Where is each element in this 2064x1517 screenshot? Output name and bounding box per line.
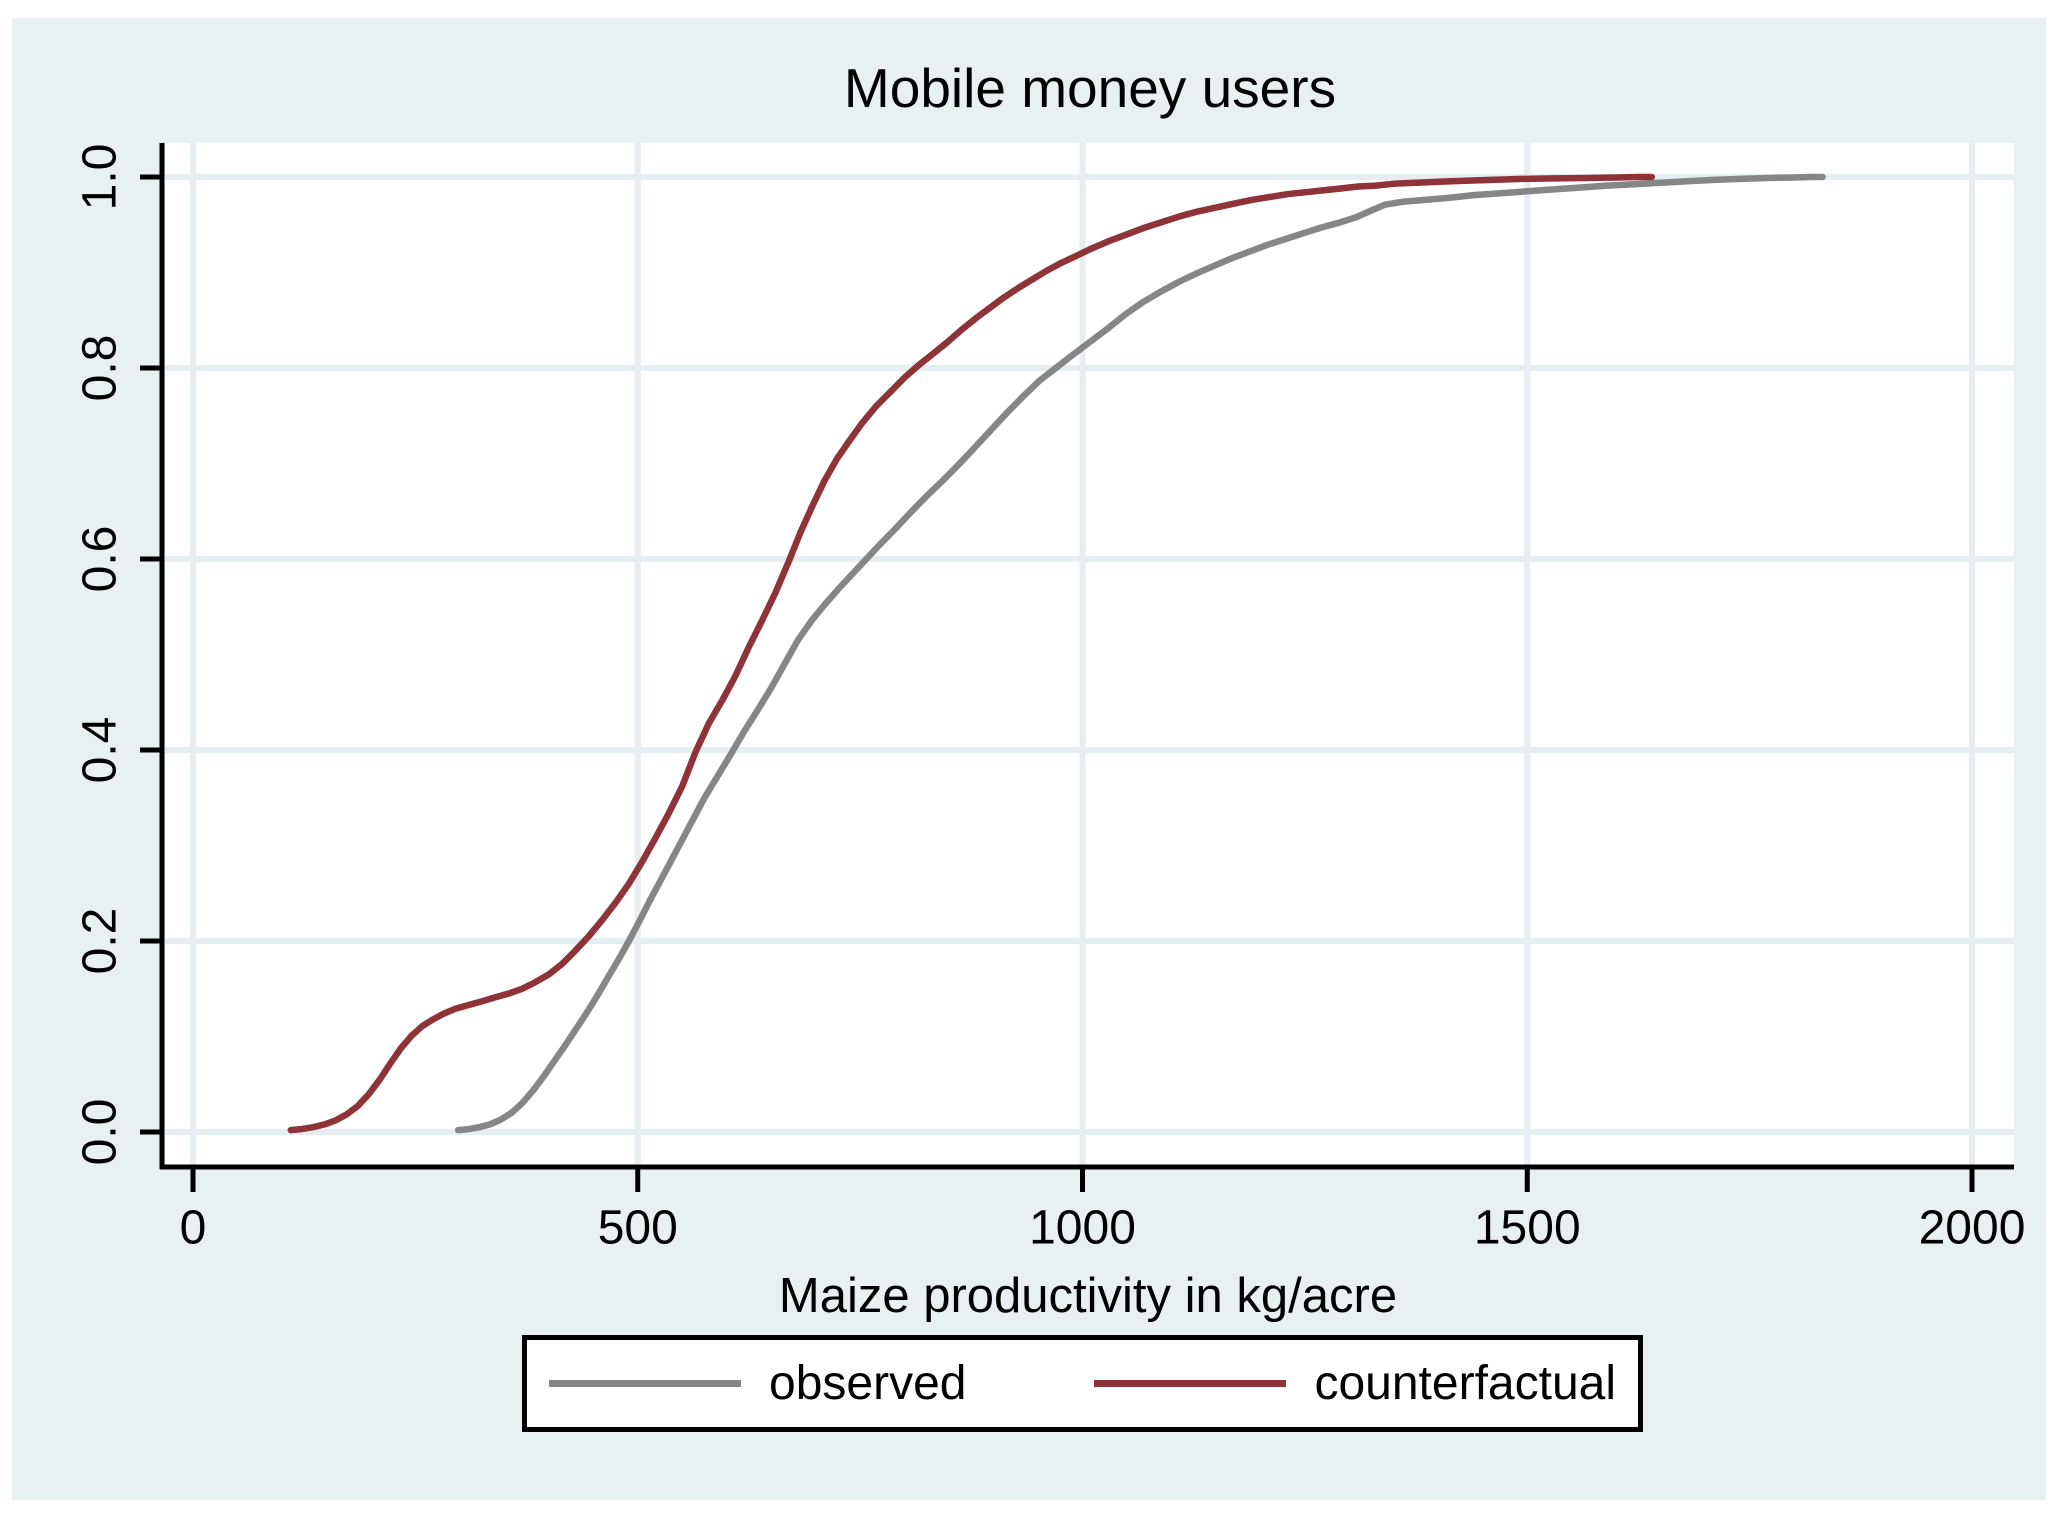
- y-tick-label: 0.0: [73, 1098, 127, 1166]
- y-tick-label: 0.2: [73, 907, 127, 975]
- observed-line-swatch: [549, 1380, 741, 1387]
- x-tick-label: 500: [597, 1201, 678, 1255]
- y-tick-label: 0.6: [73, 525, 127, 593]
- x-tick-label: 2000: [1918, 1201, 2026, 1255]
- legend-entry-counterfactual: counterfactual: [1094, 1356, 1616, 1411]
- legend-box: observed counterfactual: [522, 1335, 1643, 1432]
- cdf-line-observed: [454, 173, 1826, 1134]
- plot-area: [165, 143, 2014, 1167]
- counterfactual-line-swatch: [1094, 1380, 1287, 1387]
- y-tick-label: 1.0: [73, 143, 127, 211]
- y-tick-label: 0.4: [73, 716, 127, 784]
- x-axis-title: Maize productivity in kg/acre: [778, 1269, 1398, 1323]
- legend-entry-observed: observed: [549, 1356, 966, 1411]
- cdf-line-counterfactual: [287, 173, 1656, 1134]
- x-tick-label: 1500: [1473, 1201, 1581, 1255]
- chart-title: Mobile money users: [843, 57, 1337, 119]
- legend-label-counterfactual: counterfactual: [1314, 1357, 1616, 1410]
- x-tick-label: 0: [179, 1201, 207, 1255]
- legend-label-observed: observed: [769, 1357, 967, 1410]
- y-tick-label: 0.8: [73, 334, 127, 402]
- x-tick-label: 1000: [1029, 1201, 1136, 1255]
